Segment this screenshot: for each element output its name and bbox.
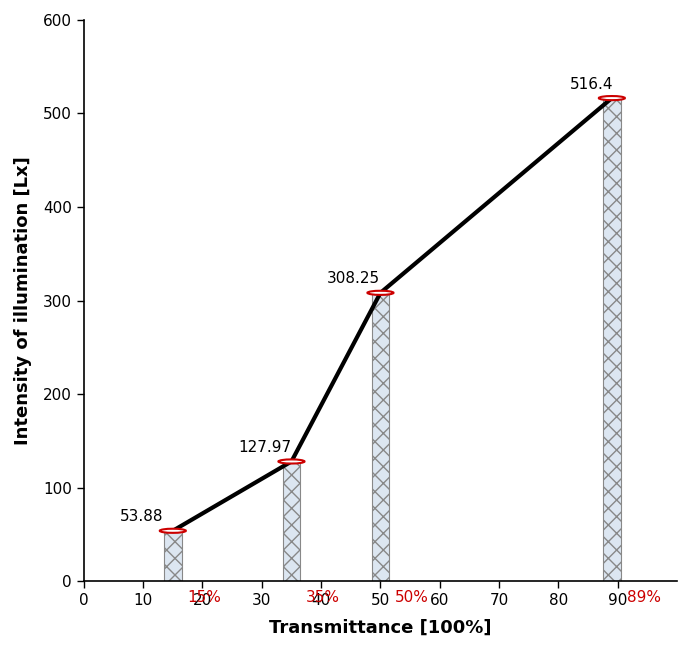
Circle shape — [368, 291, 393, 295]
X-axis label: Transmittance [100%]: Transmittance [100%] — [269, 619, 492, 637]
Y-axis label: Intensity of illumination [Lx]: Intensity of illumination [Lx] — [14, 156, 32, 445]
Bar — [372, 293, 389, 581]
Text: 516.4: 516.4 — [570, 77, 614, 92]
Text: 53.88: 53.88 — [120, 510, 163, 525]
Bar — [164, 531, 182, 581]
Circle shape — [160, 529, 186, 533]
Bar — [603, 98, 621, 581]
Text: 15%: 15% — [188, 590, 222, 605]
Circle shape — [599, 96, 625, 100]
Text: 35%: 35% — [306, 590, 340, 605]
Bar — [283, 462, 301, 581]
Text: 127.97: 127.97 — [238, 440, 291, 455]
Text: 50%: 50% — [395, 590, 429, 605]
Circle shape — [278, 460, 305, 464]
Text: 308.25: 308.25 — [327, 271, 380, 286]
Text: 89%: 89% — [627, 590, 661, 605]
